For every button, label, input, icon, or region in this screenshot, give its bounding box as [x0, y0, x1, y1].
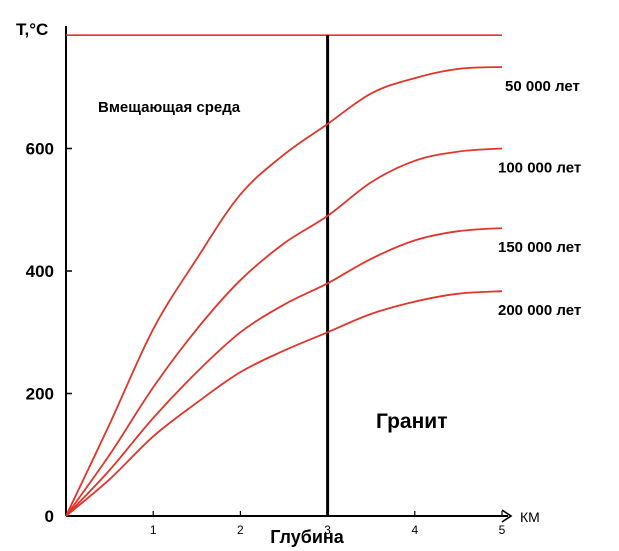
- x-tick-label: 5: [499, 523, 506, 537]
- y-tick-label: 600: [26, 140, 54, 159]
- y-axis-label: T,°C: [16, 20, 48, 39]
- x-tick-label: 1: [150, 523, 157, 537]
- x-axis-unit: КМ: [520, 509, 540, 525]
- x-tick-label: 2: [237, 523, 244, 537]
- x-ticks: 1 2 3 4 5: [150, 511, 506, 537]
- granite-label: Гранит: [376, 410, 448, 433]
- x-tick-label: 3: [324, 523, 331, 537]
- host-rock-label: Вмещающая среда: [98, 99, 241, 116]
- series-group: 50 000 лет 100 000 лет 150 000 лет 200 000 …: [65, 66, 581, 517]
- x-tick-label: 4: [411, 523, 418, 537]
- series-line: [65, 147, 503, 517]
- series-label: 100 000 лет: [498, 160, 581, 177]
- series-line: [65, 290, 503, 517]
- y-tick-label: 400: [26, 262, 54, 281]
- series-label: 50 000 лет: [505, 78, 580, 95]
- series-label: 200 000 лет: [498, 302, 581, 319]
- y-ticks: 0 200 400 600: [26, 140, 72, 526]
- x-axis-label: Глубина: [270, 527, 345, 547]
- y-tick-label: 0: [45, 507, 54, 526]
- series-line: [65, 227, 503, 517]
- x-axis-arrow: [501, 509, 513, 523]
- series-label: 150 000 лет: [498, 239, 581, 256]
- y-tick-label: 200: [26, 385, 54, 404]
- series-line: [65, 66, 503, 517]
